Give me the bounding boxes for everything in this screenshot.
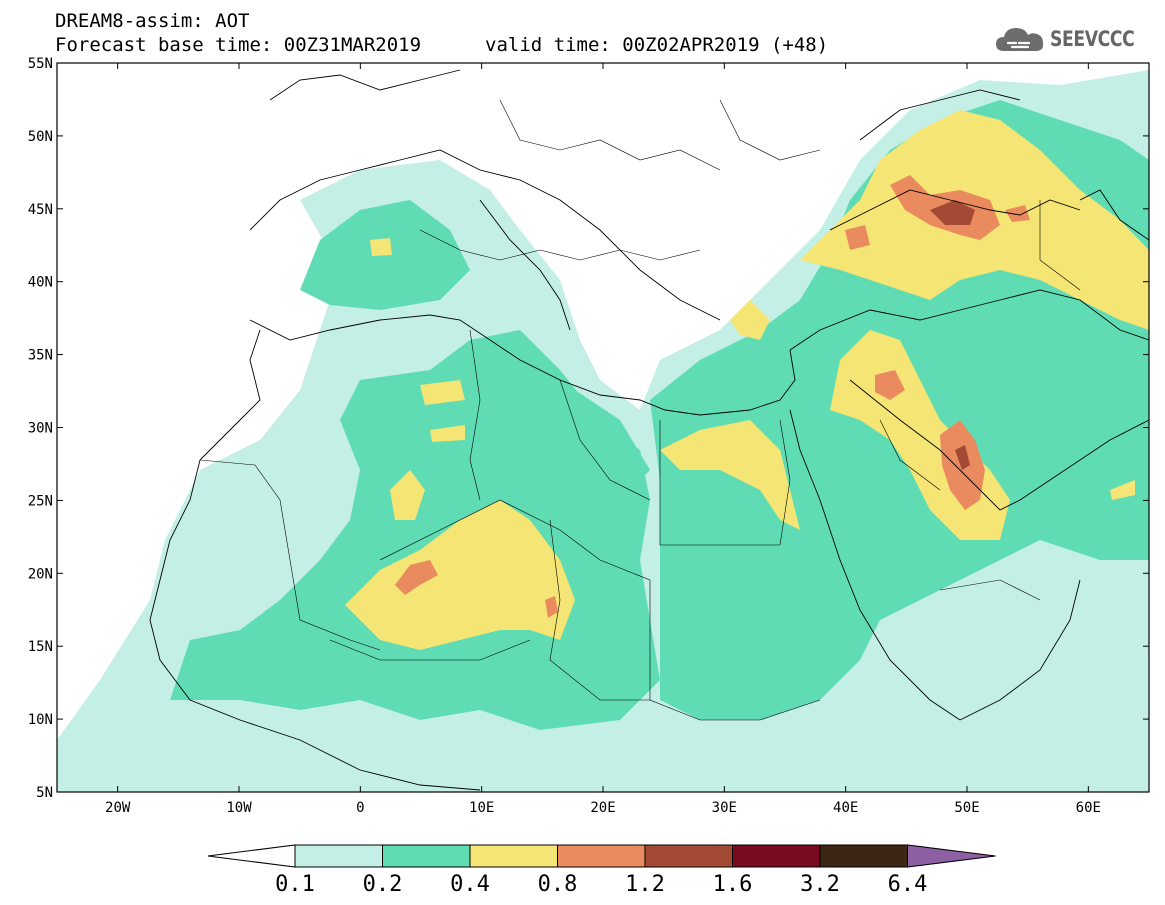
lat-tick-label: 50N — [28, 129, 53, 145]
lon-tick-label: 20W — [105, 800, 131, 816]
seevccc-logo: SEEVCCC — [994, 22, 1153, 56]
colorbar-swatch — [819, 844, 908, 868]
colorbar — [207, 844, 996, 868]
lon-tick-label: 10W — [226, 800, 252, 816]
colorbar-swatch — [382, 844, 471, 868]
axis-ticks — [57, 62, 1149, 793]
lat-tick-label: 10N — [28, 712, 53, 728]
forecast-base-time: Forecast base time: 00Z31MAR2019 — [55, 34, 422, 56]
lon-tick-label: 10E — [469, 800, 494, 816]
lon-tick-label: 30E — [712, 800, 737, 816]
borders — [199, 99, 1081, 721]
lat-tick-label: 55N — [28, 56, 53, 72]
cloud-icon — [996, 28, 1044, 51]
colorbar-swatch — [557, 844, 646, 868]
aot-band-1.2 — [930, 200, 975, 470]
colorbar-label: 3.2 — [800, 872, 840, 897]
lat-tick-label: 40N — [28, 275, 53, 291]
lon-tick-label: 50E — [954, 800, 979, 816]
lat-tick-label: 45N — [28, 202, 53, 218]
colorbar-swatch — [469, 844, 558, 868]
colorbar-label: 1.2 — [625, 872, 665, 897]
lat-tick-label: 25N — [28, 493, 53, 509]
colorbar-swatch — [644, 844, 733, 868]
colorbar-label: 1.6 — [712, 872, 753, 897]
colorbar-label: 0.4 — [450, 872, 490, 897]
lat-tick-label: 5N — [36, 785, 53, 801]
aot-field — [57, 70, 1149, 792]
lat-tick-label: 15N — [28, 639, 53, 655]
lon-tick-label: 60E — [1076, 800, 1101, 816]
colorbar-swatch — [294, 844, 383, 868]
lat-tick-label: 30N — [28, 421, 53, 437]
chart-title: DREAM8-assim: AOT — [55, 10, 250, 32]
colorbar-label: 0.8 — [537, 872, 578, 897]
lon-tick-label: 20E — [590, 800, 615, 816]
logo-text: SEEVCCC — [1050, 27, 1135, 51]
colorbar-label: 0.2 — [362, 872, 403, 897]
colorbar-label: 6.4 — [887, 872, 928, 897]
lon-tick-label: 0 — [356, 800, 364, 816]
colorbar-label: 0.1 — [275, 872, 315, 897]
axis-tick-labels: 5N 10N 15N 20N 25N 30N 35N 40N 45N 50N 55N 20W 10W 0 1… — [28, 56, 1101, 816]
lon-tick-label: 40E — [833, 800, 858, 816]
colorbar-right-arrow — [907, 844, 996, 868]
valid-time: valid time: 00Z02APR2019 (+48) — [485, 34, 829, 56]
lat-tick-label: 20N — [28, 566, 53, 582]
colorbar-swatch — [732, 844, 821, 868]
lat-tick-label: 35N — [28, 348, 53, 364]
colorbar-left-arrow — [207, 844, 296, 868]
